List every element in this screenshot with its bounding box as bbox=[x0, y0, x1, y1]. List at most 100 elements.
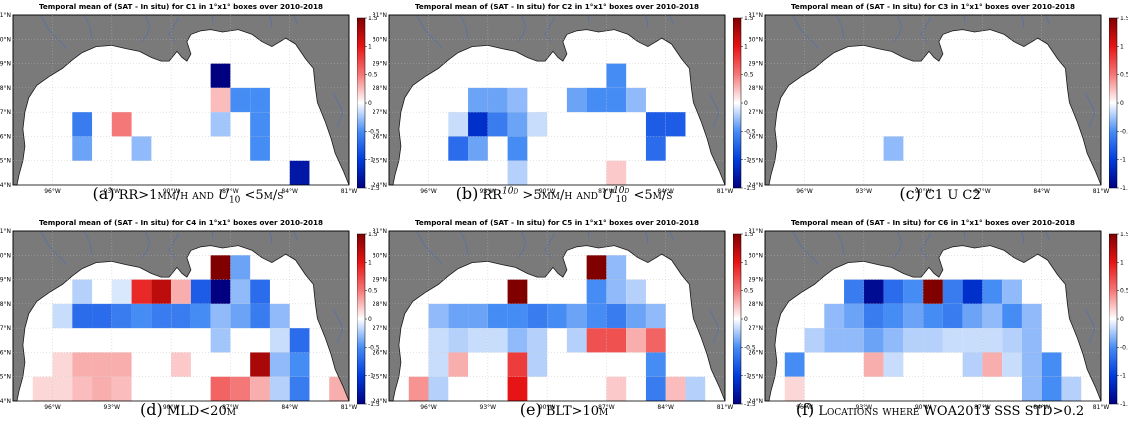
heatmap-cell bbox=[507, 136, 528, 161]
lat-tick-label: 30°N bbox=[373, 252, 387, 259]
river-line bbox=[1021, 230, 1025, 244]
lat-tick-label: 25°N bbox=[749, 158, 763, 165]
lat-tick-label: 27°N bbox=[0, 325, 11, 332]
heatmap-cell bbox=[269, 352, 290, 377]
heatmap-cell bbox=[111, 303, 132, 329]
colorbar-tick-label: -1.5 bbox=[368, 401, 380, 408]
panel-caption: (b) RR10d >5mm/h and U 10d 10 <5m/s bbox=[376, 184, 752, 205]
heatmap-cell bbox=[507, 112, 528, 137]
caption-part: BLT>10m bbox=[545, 404, 609, 419]
heatmap-cell bbox=[448, 136, 469, 161]
river-line bbox=[645, 230, 649, 244]
heatmap-cell bbox=[982, 328, 1003, 353]
lon-tick-label: 93°W bbox=[104, 404, 121, 411]
river-line bbox=[293, 230, 298, 241]
river-line bbox=[893, 14, 902, 42]
lon-tick-label: 81°W bbox=[341, 188, 358, 195]
heatmap-cell bbox=[923, 303, 943, 329]
heatmap-cell bbox=[210, 112, 231, 137]
heatmap-cell bbox=[1021, 328, 1042, 353]
heatmap-cell bbox=[468, 303, 488, 329]
heatmap-cell bbox=[72, 376, 93, 401]
heatmap-cell bbox=[883, 136, 904, 161]
colorbar-gradient bbox=[733, 233, 742, 405]
lat-tick-label: 25°N bbox=[0, 374, 11, 381]
heatmap-cell bbox=[942, 303, 963, 329]
heatmap-cell bbox=[269, 376, 290, 401]
caption-part: RR>1mm/h and bbox=[118, 188, 218, 203]
lat-tick-label: 26°N bbox=[0, 349, 11, 356]
heatmap-cell bbox=[230, 87, 251, 113]
heatmap-cell bbox=[626, 303, 646, 329]
heatmap-cell bbox=[230, 303, 251, 329]
colorbar-gradient bbox=[733, 17, 742, 189]
river-line bbox=[669, 230, 674, 241]
river-line bbox=[416, 14, 443, 50]
panel-caption: (d) MLD<20m bbox=[0, 400, 376, 419]
heatmap-cell bbox=[942, 279, 963, 304]
caption-part: U bbox=[217, 188, 229, 203]
heatmap-cell bbox=[1021, 376, 1042, 401]
colorbar-tick-label: -0.5 bbox=[1120, 344, 1128, 351]
caption-part: Locations where WOA2013 SSS STD>0.2 bbox=[818, 404, 1085, 419]
heatmap-cell bbox=[92, 376, 112, 401]
heatmap-cell bbox=[468, 112, 488, 137]
colorbar-tick-label: 0 bbox=[1120, 100, 1124, 107]
river-line bbox=[669, 14, 674, 25]
heatmap-cell bbox=[645, 328, 666, 353]
heatmap-cell bbox=[250, 352, 270, 377]
map-frame bbox=[764, 14, 1102, 186]
heatmap-cell bbox=[1021, 303, 1042, 329]
colorbar-tick-label: -0.5 bbox=[744, 128, 756, 135]
heatmap-cell bbox=[190, 303, 211, 329]
lon-tick-label: 87°W bbox=[222, 404, 239, 411]
colorbar-tick-label: 1.5 bbox=[744, 232, 754, 238]
river-line bbox=[141, 14, 150, 42]
heatmap-cell bbox=[72, 136, 93, 161]
colorbar-tick-label: 0.5 bbox=[368, 72, 378, 79]
map-frame bbox=[12, 230, 350, 402]
heatmap-cell bbox=[250, 303, 270, 329]
lon-tick-label: 81°W bbox=[1093, 404, 1110, 411]
panel-title: Temporal mean of (SAT - In situ) for C1 … bbox=[38, 2, 324, 11]
lat-tick-label: 31°N bbox=[0, 12, 11, 19]
colorbar: 1.5 1 0.5 0 -0.5 -1 -1.5 bbox=[1109, 16, 1128, 192]
heatmap-cell bbox=[566, 303, 587, 329]
heatmap-cell bbox=[1002, 328, 1022, 353]
colorbar-tick-label: 0 bbox=[1120, 316, 1124, 323]
heatmap-cell bbox=[230, 376, 251, 401]
lat-tick-label: 24°N bbox=[0, 398, 11, 405]
colorbar-tick-label: -1.5 bbox=[1120, 401, 1128, 408]
heatmap-cell bbox=[645, 136, 666, 161]
river-line bbox=[517, 14, 526, 42]
heatmap-cell bbox=[250, 136, 270, 161]
heatmap-cell bbox=[903, 303, 924, 329]
heatmap-cell bbox=[824, 303, 845, 329]
land-mass bbox=[764, 230, 1102, 402]
map-panel-d: Temporal mean of (SAT - In situ) for C4 … bbox=[0, 218, 380, 433]
colorbar-tick-label: 1.5 bbox=[744, 16, 754, 22]
colorbar: 1.5 1 0.5 0 -0.5 -1 -1.5 bbox=[733, 16, 756, 192]
heatmap-cell bbox=[250, 112, 270, 137]
heatmap-cell bbox=[507, 160, 528, 185]
lat-tick-label: 30°N bbox=[373, 36, 387, 43]
lon-tick-label: 96°W bbox=[420, 188, 437, 195]
lon-tick-label: 96°W bbox=[796, 188, 813, 195]
panel-caption: (e) BLT>10m bbox=[376, 400, 752, 419]
caption-part: 10d bbox=[613, 185, 630, 196]
heatmap-cell bbox=[804, 328, 825, 353]
heatmap-cell bbox=[863, 303, 884, 329]
caption-part: <5m/s bbox=[240, 188, 284, 203]
caption-part: <5m/s bbox=[629, 188, 673, 203]
colorbar-tick-label: -1 bbox=[1120, 157, 1126, 164]
heatmap-cell bbox=[527, 303, 548, 329]
colorbar-tick-label: -1 bbox=[368, 157, 374, 164]
heatmap-cell bbox=[527, 352, 548, 377]
colorbar: 1.5 1 0.5 0 -0.5 -1 -1.5 bbox=[733, 232, 756, 408]
colorbar-tick-label: 0.5 bbox=[744, 72, 754, 79]
lat-tick-label: 24°N bbox=[373, 182, 387, 189]
heatmap-cell bbox=[665, 112, 686, 137]
heatmap-cell bbox=[210, 328, 231, 353]
heatmap-cell bbox=[210, 376, 231, 401]
heatmap-cell bbox=[962, 303, 983, 329]
